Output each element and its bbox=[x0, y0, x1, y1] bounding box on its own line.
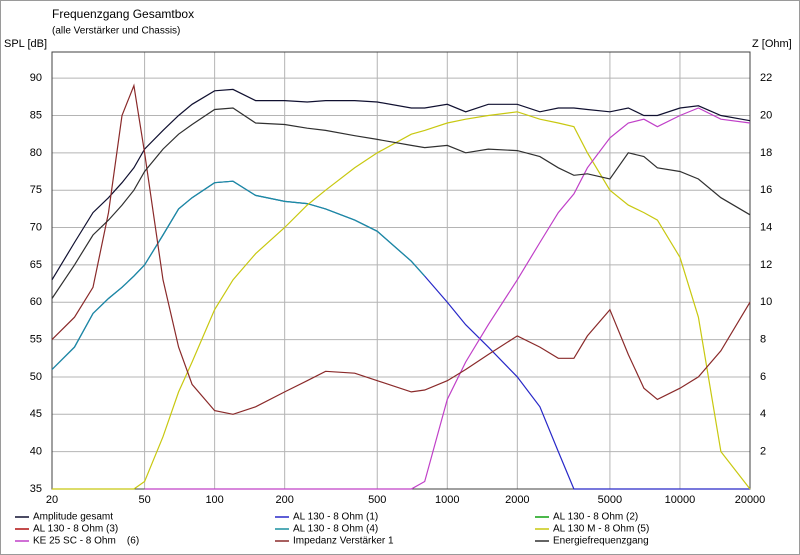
y2-tick-label: 4 bbox=[760, 408, 766, 420]
x-tick-label: 100 bbox=[205, 494, 223, 506]
y2-tick-label: 10 bbox=[760, 296, 772, 308]
x-tick-label: 5000 bbox=[598, 494, 622, 506]
y-tick-label: 45 bbox=[30, 408, 42, 420]
y-tick-label: 85 bbox=[30, 109, 42, 121]
x-tick-label: 500 bbox=[368, 494, 386, 506]
chart-subtitle: (alle Verstärker und Chassis) bbox=[52, 26, 180, 37]
y-tick-label: 80 bbox=[30, 147, 42, 159]
series-line bbox=[51, 83, 751, 415]
legend-label: AL 130 - 8 Ohm (2) bbox=[553, 512, 638, 523]
legend-label: Energiefrequenzgang bbox=[553, 536, 649, 547]
y-tick-label: 55 bbox=[30, 334, 42, 346]
y2-tick-label: 22 bbox=[760, 72, 772, 84]
y-tick-label: 65 bbox=[30, 259, 42, 271]
x-tick-label: 1000 bbox=[435, 494, 459, 506]
legend-label: AL 130 - 8 Ohm (4) bbox=[293, 524, 378, 535]
x-tick-label: 20 bbox=[46, 494, 58, 506]
series-line bbox=[51, 88, 751, 281]
y-tick-label: 70 bbox=[30, 221, 42, 233]
y2-axis-label: Z [Ohm] bbox=[752, 38, 792, 50]
legend-label: AL 130 M - 8 Ohm (5) bbox=[553, 524, 649, 535]
y-tick-label: 60 bbox=[30, 296, 42, 308]
series-line bbox=[52, 111, 751, 490]
x-tick-label: 20000 bbox=[735, 494, 766, 506]
series-line bbox=[51, 180, 426, 370]
x-tick-label: 10000 bbox=[665, 494, 696, 506]
y2-tick-label: 20 bbox=[760, 109, 772, 121]
legend-label: KE 25 SC - 8 Ohm (6) bbox=[33, 536, 139, 547]
y2-tick-label: 2 bbox=[760, 446, 766, 458]
y2-tick-label: 18 bbox=[760, 147, 772, 159]
legend-label: AL 130 - 8 Ohm (1) bbox=[293, 512, 378, 523]
y-tick-label: 75 bbox=[30, 184, 42, 196]
y-axis-label: SPL [dB] bbox=[4, 38, 47, 50]
y2-tick-label: 8 bbox=[760, 334, 766, 346]
y-tick-label: 35 bbox=[30, 483, 42, 495]
y-tick-label: 40 bbox=[30, 446, 42, 458]
series-line bbox=[144, 107, 751, 490]
legend-label: AL 130 - 8 Ohm (3) bbox=[33, 524, 118, 535]
legend-label: Impedanz Verstärker 1 bbox=[293, 536, 394, 547]
y-tick-label: 90 bbox=[30, 72, 42, 84]
legend-label: Amplitude gesamt bbox=[33, 512, 113, 523]
y2-tick-label: 16 bbox=[760, 184, 772, 196]
y2-tick-label: 6 bbox=[760, 371, 766, 383]
y2-tick-label: 14 bbox=[760, 221, 772, 233]
y2-tick-label: 12 bbox=[760, 259, 772, 271]
x-tick-label: 50 bbox=[138, 494, 150, 506]
x-tick-label: 2000 bbox=[505, 494, 529, 506]
y-tick-label: 50 bbox=[30, 371, 42, 383]
series-line bbox=[51, 107, 751, 299]
plot-area bbox=[52, 52, 750, 489]
x-tick-label: 200 bbox=[275, 494, 293, 506]
chart-title: Frequenzgang Gesamtbox bbox=[52, 7, 194, 21]
